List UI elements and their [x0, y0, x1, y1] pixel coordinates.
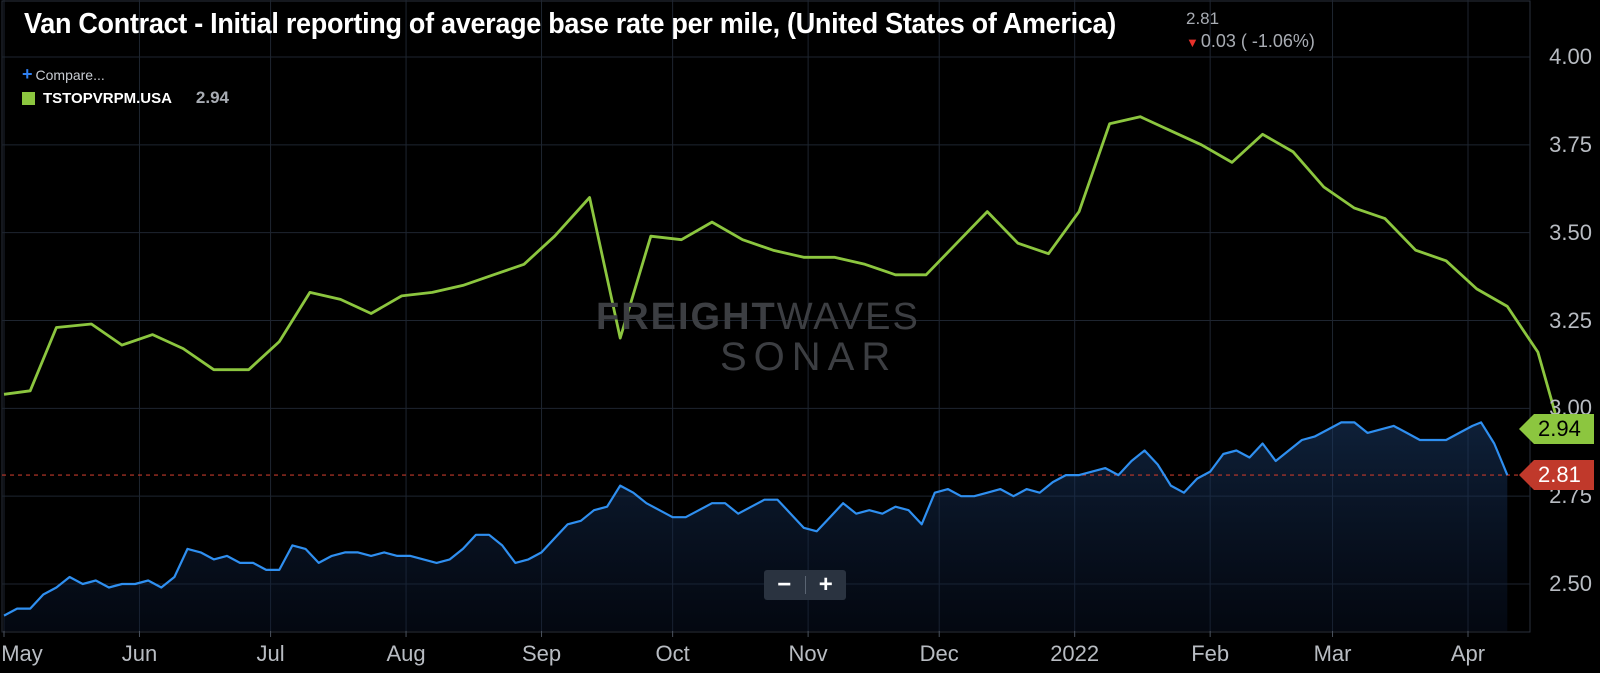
zoom-divider: [804, 576, 806, 594]
x-tick-label: Aug: [386, 641, 426, 666]
x-tick-label: Oct: [655, 641, 690, 666]
y-tick-label: 4.00: [1549, 44, 1592, 69]
green-series-line[interactable]: [3, 115, 1562, 430]
plot-frame: [1, 0, 1531, 633]
blue-series-area: [4, 422, 1508, 631]
legend-item[interactable]: TSTOPVRPM.USA 2.94: [22, 88, 229, 108]
x-tick-label: Jun: [121, 641, 158, 666]
y-tick-label: 3.50: [1549, 219, 1592, 245]
y-tick-label: 3.75: [1549, 131, 1592, 157]
zoom-controls: − +: [764, 570, 846, 600]
x-tick-label: Mar: [1313, 641, 1352, 666]
last-value: 2.81: [1186, 9, 1220, 28]
x-tick-label: May: [1, 641, 43, 666]
x-tick-label: 2022: [1050, 641, 1100, 666]
x-tick-label: Dec: [919, 641, 959, 666]
change-value: ▼ 0.03 ( -1.06%): [1186, 31, 1315, 52]
legend-series-value: 2.94: [195, 88, 229, 107]
x-tick-label: Sep: [521, 641, 562, 666]
plus-icon: +: [22, 64, 33, 84]
zoom-in-button[interactable]: +: [818, 571, 833, 598]
x-tick-label: Nov: [788, 641, 828, 666]
legend-swatch: [22, 91, 35, 105]
legend-series-label: TSTOPVRPM.USA: [43, 89, 172, 107]
x-tick-label: Feb: [1191, 641, 1230, 666]
chart-title: Van Contract - Initial reporting of aver…: [24, 8, 1116, 40]
current-value-tag-green: 2.94: [1519, 414, 1594, 444]
zoom-out-button[interactable]: −: [777, 571, 792, 598]
compare-label: Compare...: [35, 67, 105, 83]
x-tick-label: Apr: [1450, 641, 1486, 666]
x-tick-label: Jul: [256, 641, 285, 666]
blue-series-line[interactable]: [3, 421, 1509, 617]
current-value-tag-red: 2.81: [1519, 460, 1594, 490]
y-tick-label: 3.25: [1549, 307, 1592, 333]
y-tick-label: 2.50: [1549, 571, 1592, 596]
compare-button[interactable]: + Compare...: [22, 64, 105, 85]
down-arrow-icon: ▼: [1186, 35, 1199, 50]
change-text: 0.03 ( -1.06%): [1200, 31, 1315, 51]
